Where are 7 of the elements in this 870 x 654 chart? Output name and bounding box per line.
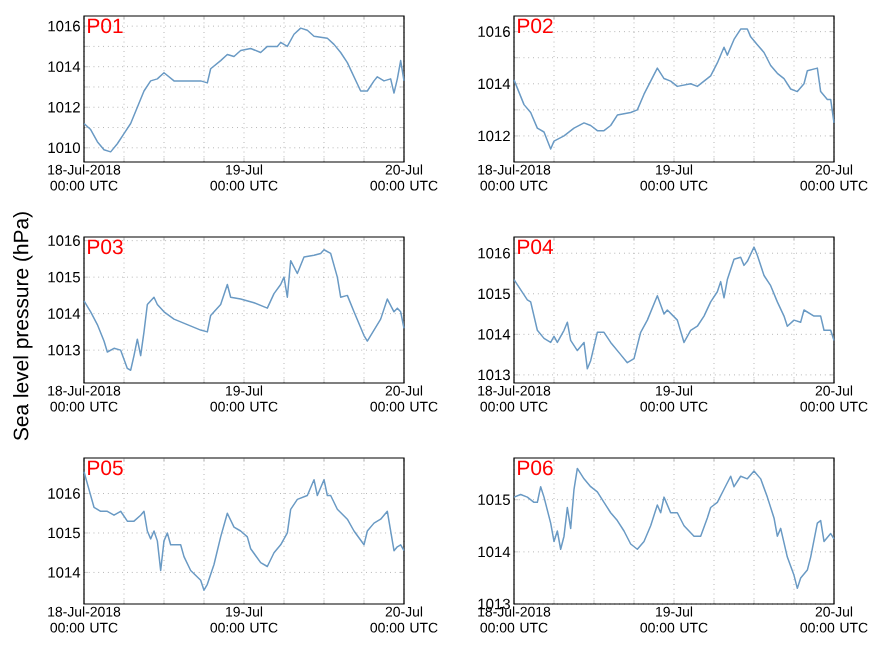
chart-title: P03	[88, 239, 123, 255]
y-axis-title: Sea level pressure (hPa)	[13, 212, 33, 441]
chart-title: P02	[518, 18, 553, 34]
chart-title: P06	[518, 460, 553, 476]
chart-title: P04	[518, 239, 553, 255]
chart-title: P05	[88, 460, 123, 476]
chart-title: P01	[88, 18, 123, 34]
